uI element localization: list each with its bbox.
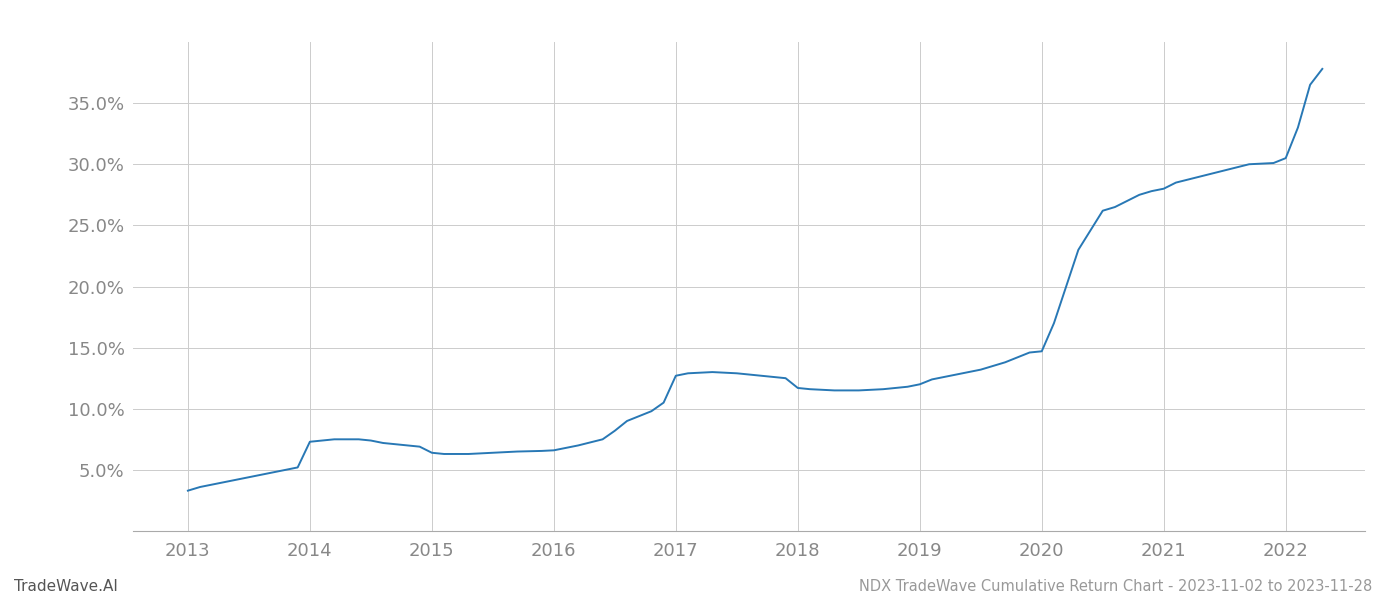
Text: TradeWave.AI: TradeWave.AI	[14, 579, 118, 594]
Text: NDX TradeWave Cumulative Return Chart - 2023-11-02 to 2023-11-28: NDX TradeWave Cumulative Return Chart - …	[858, 579, 1372, 594]
